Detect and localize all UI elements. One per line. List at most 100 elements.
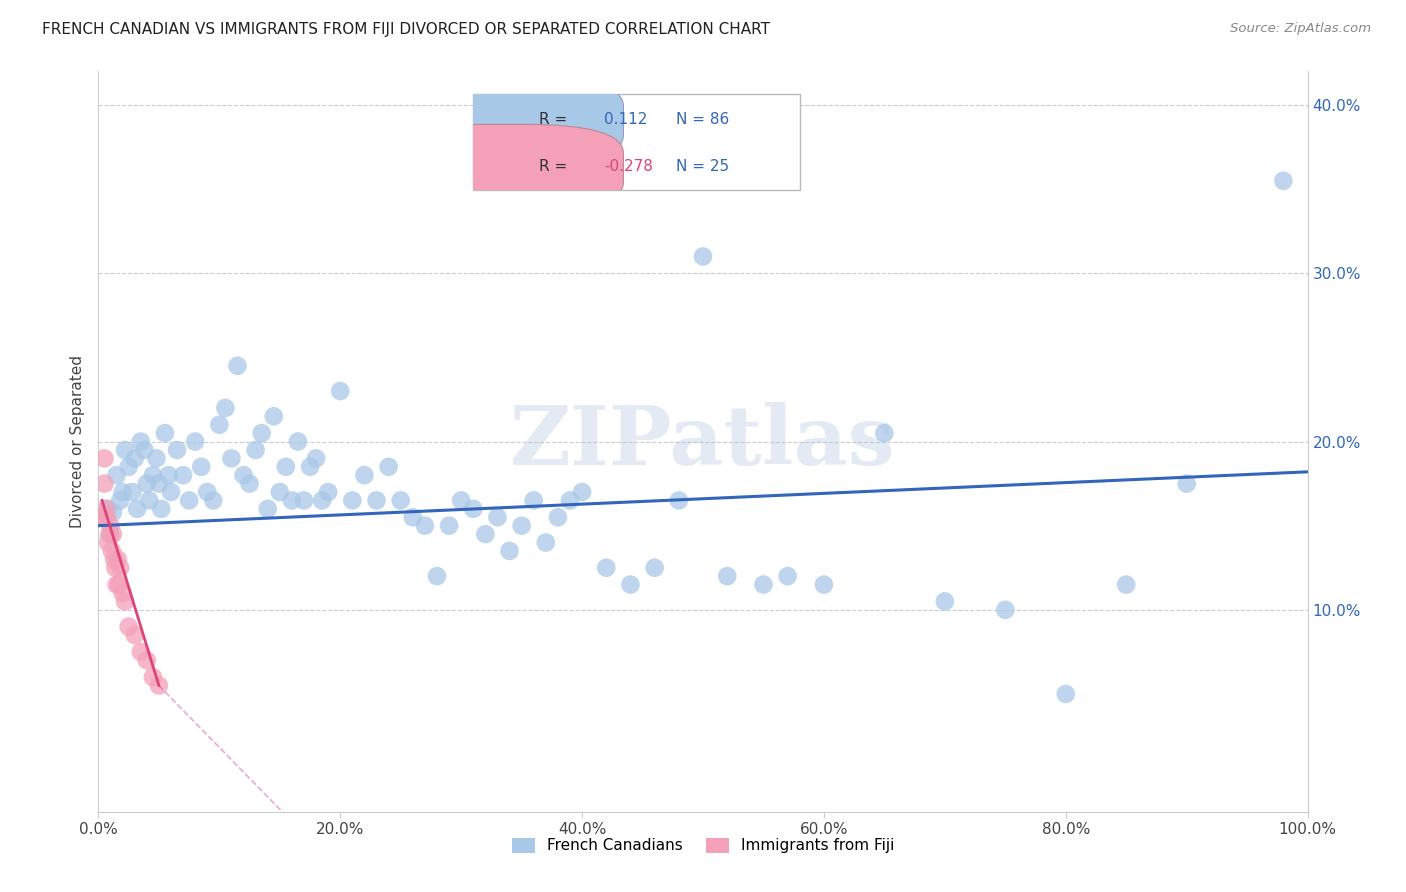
Point — [692, 250, 714, 264]
Point — [96, 510, 118, 524]
Point — [329, 384, 352, 398]
Point — [366, 493, 388, 508]
Point — [558, 493, 581, 508]
Point — [135, 653, 157, 667]
Point — [103, 552, 125, 566]
Point — [1054, 687, 1077, 701]
Point — [179, 493, 201, 508]
Point — [111, 485, 134, 500]
Point — [153, 426, 176, 441]
Point — [166, 442, 188, 457]
Point — [353, 468, 375, 483]
Point — [547, 510, 569, 524]
Text: FRENCH CANADIAN VS IMMIGRANTS FROM FIJI DIVORCED OR SEPARATED CORRELATION CHART: FRENCH CANADIAN VS IMMIGRANTS FROM FIJI … — [42, 22, 770, 37]
Text: Source: ZipAtlas.com: Source: ZipAtlas.com — [1230, 22, 1371, 36]
Point — [202, 493, 225, 508]
Point — [377, 459, 399, 474]
Point — [450, 493, 472, 508]
Point — [299, 459, 322, 474]
Point — [534, 535, 557, 549]
Point — [221, 451, 243, 466]
Point — [114, 594, 136, 608]
Point — [437, 518, 460, 533]
Point — [195, 485, 218, 500]
Point — [232, 468, 254, 483]
Point — [292, 493, 315, 508]
Point — [426, 569, 449, 583]
Point — [1175, 476, 1198, 491]
Point — [138, 493, 160, 508]
Point — [108, 560, 131, 574]
Point — [239, 476, 262, 491]
Point — [105, 468, 128, 483]
Point — [716, 569, 738, 583]
Point — [190, 459, 212, 474]
Point — [98, 527, 121, 541]
Point — [269, 485, 291, 500]
Point — [93, 510, 115, 524]
Point — [118, 619, 141, 633]
Point — [595, 560, 617, 574]
Point — [148, 679, 170, 693]
Point — [510, 518, 533, 533]
Point — [184, 434, 207, 449]
Point — [94, 501, 117, 516]
Point — [226, 359, 249, 373]
Point — [91, 510, 114, 524]
Point — [142, 670, 165, 684]
Point — [413, 518, 436, 533]
Point — [100, 518, 122, 533]
Y-axis label: Divorced or Separated: Divorced or Separated — [70, 355, 86, 528]
Point — [263, 409, 285, 424]
Point — [129, 434, 152, 449]
Point — [316, 485, 339, 500]
Point — [107, 552, 129, 566]
Point — [104, 560, 127, 574]
Point — [1115, 577, 1137, 591]
Point — [101, 505, 124, 519]
Point — [105, 577, 128, 591]
Point — [474, 527, 496, 541]
Point — [250, 426, 273, 441]
Point — [145, 451, 167, 466]
Point — [311, 493, 333, 508]
Point — [100, 527, 122, 541]
Point — [150, 501, 173, 516]
Point — [571, 485, 593, 500]
Point — [160, 485, 183, 500]
Point — [342, 493, 364, 508]
Point — [463, 501, 485, 516]
Point — [172, 468, 194, 483]
Point — [134, 442, 156, 457]
Point — [111, 586, 134, 600]
Point — [124, 628, 146, 642]
Point — [127, 501, 149, 516]
Point — [124, 451, 146, 466]
Point — [873, 426, 896, 441]
Point — [619, 577, 641, 591]
Point — [148, 476, 170, 491]
Point — [142, 468, 165, 483]
Point — [486, 510, 509, 524]
Point — [274, 459, 297, 474]
Point — [101, 527, 124, 541]
Point — [93, 476, 115, 491]
Point — [245, 442, 267, 457]
Point — [108, 493, 131, 508]
Point — [108, 577, 131, 591]
Point — [752, 577, 775, 591]
Point — [118, 459, 141, 474]
Legend: French Canadians, Immigrants from Fiji: French Canadians, Immigrants from Fiji — [506, 831, 900, 860]
Point — [100, 544, 122, 558]
Point — [305, 451, 328, 466]
Point — [994, 603, 1017, 617]
Point — [644, 560, 666, 574]
Point — [93, 451, 115, 466]
Point — [157, 468, 180, 483]
Point — [97, 535, 120, 549]
Point — [1272, 174, 1295, 188]
Point — [281, 493, 304, 508]
Point — [668, 493, 690, 508]
Point — [256, 501, 278, 516]
Text: ZIPatlas: ZIPatlas — [510, 401, 896, 482]
